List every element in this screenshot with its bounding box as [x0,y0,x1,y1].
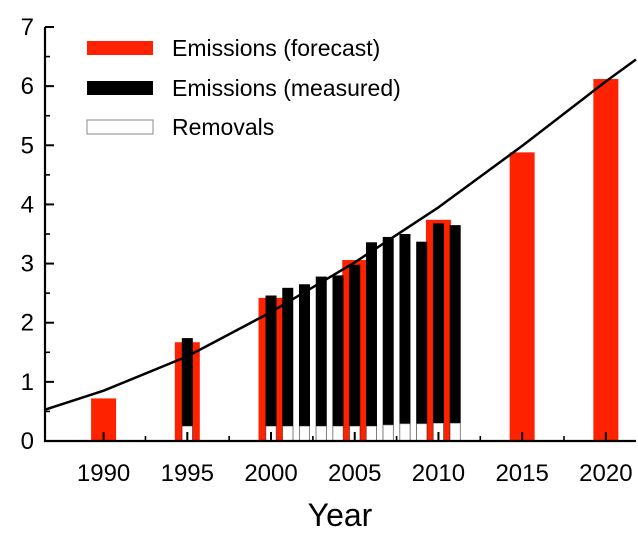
forecast-bar-2020 [593,79,618,441]
y-tick-label: 3 [21,251,34,278]
measured-bar-2001 [282,288,293,441]
removals-bar-2011 [450,423,460,441]
y-tick-label: 7 [21,14,34,41]
measured-bar-2000 [266,296,277,441]
measured-bar-2009 [416,242,427,441]
y-tick-label: 6 [21,73,34,100]
y-tick-label: 5 [21,132,34,159]
y-tick-label: 4 [21,191,34,218]
legend-label-0: Emissions (forecast) [172,35,380,61]
removals-bar-2007 [383,425,393,441]
removals-bar-2009 [417,424,427,441]
measured-bar-2006 [366,242,377,441]
measured-bar-2003 [316,277,327,441]
removals-bar-2008 [400,424,410,441]
measured-bar-2010 [433,223,444,441]
plot-area [45,60,636,442]
y-tick-label: 1 [21,369,34,396]
legend-swatch-2 [87,120,153,134]
x-tick-label: 2015 [495,460,548,487]
removals-bar-2006 [366,426,376,441]
x-tick-label: 1995 [161,460,214,487]
legend-swatch-0 [87,41,153,55]
legend-label-2: Removals [172,114,274,140]
x-tick-label: 2000 [244,460,297,487]
legend: Emissions (forecast) Emissions (measured)… [87,35,401,140]
measured-bar-2005 [349,265,360,441]
y-tick-label: 0 [21,428,34,455]
legend-swatch-1 [87,81,153,95]
measured-bar-2007 [383,237,394,441]
x-axis-title: Year [308,497,373,533]
measured-bar-2008 [399,234,410,441]
measured-bar-2004 [332,275,343,441]
x-tick-label: 2010 [412,460,465,487]
removals-bar-2001 [283,426,293,441]
y-tick-label: 2 [21,310,34,337]
x-tick-label: 2020 [579,460,632,487]
removals-bar-2004 [333,426,343,441]
removals-bar-2002 [300,426,310,441]
x-tick-label: 1990 [77,460,130,487]
removals-bar-2003 [316,426,326,441]
measured-bar-2002 [299,284,310,441]
x-tick-label: 2005 [328,460,381,487]
legend-label-1: Emissions (measured) [172,75,401,101]
measured-bar-2011 [450,225,461,441]
forecast-bar-2015 [510,152,535,441]
